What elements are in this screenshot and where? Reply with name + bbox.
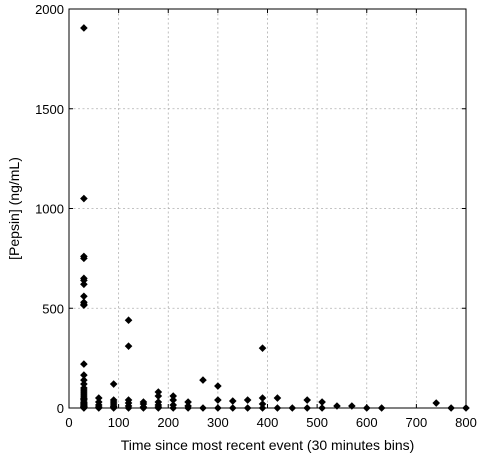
x-tick-label: 300 — [207, 415, 229, 430]
data-point — [303, 404, 311, 412]
data-point — [199, 376, 207, 384]
data-point — [303, 396, 311, 404]
data-point — [94, 404, 103, 412]
data-point — [348, 402, 356, 410]
data-point — [199, 404, 207, 412]
data-point — [80, 376, 88, 384]
data-point — [154, 388, 163, 396]
data-point — [214, 396, 222, 404]
data-point — [184, 398, 192, 406]
data-point — [273, 394, 282, 402]
x-tick-label: 100 — [108, 415, 130, 430]
data-point — [228, 397, 237, 405]
x-tick-label: 400 — [257, 415, 279, 430]
data-point — [228, 404, 237, 412]
x-tick-label: 600 — [356, 415, 378, 430]
data-point — [318, 404, 326, 412]
data-point — [184, 404, 192, 412]
x-axis-label: Time since most recent event (30 minutes… — [121, 437, 415, 453]
data-point — [447, 404, 455, 412]
data-point — [432, 399, 441, 407]
data-point — [80, 254, 88, 263]
y-tick-label: 500 — [42, 301, 64, 316]
axis-ticks: 0 100 200 300 400 500 600 700 800 0 500 1000 1500 200… — [35, 2, 477, 430]
y-tick-label: 2000 — [35, 2, 64, 17]
data-point — [109, 380, 118, 388]
data-point — [80, 292, 88, 301]
data-point — [288, 404, 297, 412]
data-point — [109, 404, 118, 412]
x-tick-label: 200 — [157, 415, 179, 430]
data-point — [258, 394, 267, 402]
data-point — [362, 404, 371, 412]
x-tick-label: 0 — [65, 415, 72, 430]
x-tick-label: 500 — [306, 415, 328, 430]
data-point — [154, 392, 163, 400]
x-tick-label: 800 — [455, 415, 477, 430]
y-tick-label: 1000 — [35, 202, 64, 217]
data-point — [80, 194, 88, 203]
data-point — [124, 316, 133, 325]
data-point — [80, 380, 88, 388]
data-point — [139, 404, 148, 412]
data-point — [154, 404, 163, 412]
y-tick-label: 0 — [57, 401, 64, 416]
data-point — [243, 396, 252, 404]
data-point — [169, 392, 178, 400]
data-point — [258, 344, 267, 352]
data-point — [124, 404, 133, 412]
y-tick-label: 1500 — [35, 102, 64, 117]
data-point — [318, 398, 326, 406]
data-point — [273, 404, 282, 412]
data-point — [333, 402, 341, 410]
data-point — [80, 301, 88, 310]
data-point — [243, 404, 252, 412]
data-point — [80, 360, 88, 368]
data-point — [214, 382, 222, 390]
data-points — [80, 24, 470, 412]
data-point — [80, 371, 88, 379]
data-point — [462, 404, 470, 412]
data-point — [214, 404, 222, 412]
y-axis-label: [Pepsin] (ng/mL) — [6, 157, 22, 260]
data-point — [377, 404, 386, 412]
data-point — [169, 396, 178, 404]
data-point — [80, 276, 88, 285]
data-point — [80, 280, 88, 289]
x-tick-label: 700 — [406, 415, 428, 430]
data-point — [94, 394, 103, 402]
grid-lines — [69, 9, 466, 408]
data-point — [80, 24, 88, 32]
data-point — [258, 404, 267, 412]
data-point — [124, 342, 133, 350]
data-point — [258, 400, 267, 408]
data-point — [169, 404, 178, 412]
data-point — [80, 404, 88, 412]
